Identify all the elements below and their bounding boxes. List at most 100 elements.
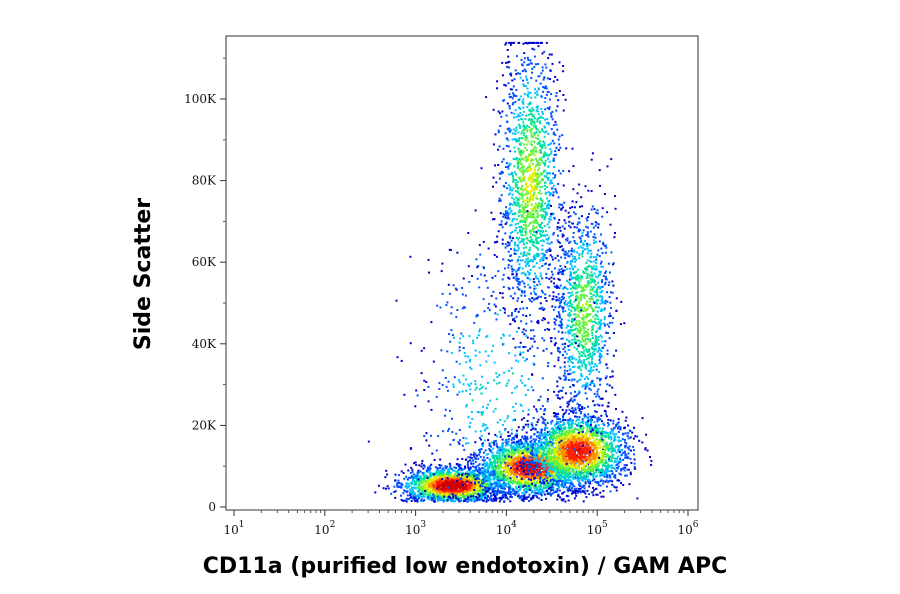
data-point [475,489,478,492]
data-point [557,454,560,457]
data-point [543,449,546,452]
data-point [581,453,584,456]
data-point [460,472,463,475]
data-point [518,458,520,461]
data-point [547,455,550,458]
data-point [600,414,603,417]
data-point [530,449,533,452]
data-point [518,482,521,485]
data-point [434,466,437,469]
data-point [501,455,504,458]
data-point [523,491,526,494]
data-point [469,471,472,473]
data-point [500,487,503,490]
data-point [414,461,417,464]
data-point [411,481,414,484]
data-point [563,439,566,442]
data-point [574,490,577,493]
data-point [472,465,474,468]
data-point [445,476,448,479]
data-point [508,473,511,476]
data-point [579,459,582,462]
data-point [463,468,466,471]
data-point [509,473,512,476]
data-point [547,487,550,490]
data-point [562,437,564,440]
data-point [443,473,446,476]
data-point [508,434,511,437]
data-point [492,477,495,480]
data-point [427,497,430,500]
data-point [423,496,426,498]
data-point [557,479,560,482]
data-point [567,477,570,480]
data-point [605,461,608,464]
data-point [487,465,490,468]
data-point [420,465,423,468]
data-point [483,468,486,471]
data-point [480,448,483,450]
data-point [448,467,451,470]
data-point [607,423,610,426]
data-point [540,478,543,480]
data-point [594,424,597,427]
data-point [498,490,501,493]
data-point [494,490,496,492]
data-point [453,490,456,492]
data-point [515,487,518,490]
data-point [409,481,412,484]
data-point [542,477,545,480]
data-point [602,423,605,426]
data-point [464,475,467,477]
data-point [416,495,419,497]
data-point [600,436,603,439]
data-point [461,493,464,495]
data-point [411,479,414,482]
data-point [567,472,570,475]
data-point [508,458,511,461]
data-point [478,472,481,475]
data-point [473,492,476,495]
data-point [615,451,618,454]
data-point [600,471,602,474]
data-point [456,463,459,466]
data-point [485,470,488,472]
data-point [623,451,626,454]
data-point [509,445,512,448]
data-point [477,469,480,472]
data-point [566,473,569,476]
data-point [604,480,607,483]
data-point [398,486,401,488]
data-point [427,492,430,495]
data-point [561,465,564,468]
data-point [535,438,538,441]
data-point [430,496,433,499]
data-point [451,499,454,502]
data-point [594,445,597,448]
data-point [562,459,564,462]
data-point [530,475,533,478]
data-point [530,473,533,476]
data-point [609,432,612,435]
data-point [503,457,506,460]
data-point [537,471,540,474]
data-point [427,479,430,482]
data-point [476,497,479,500]
data-point [492,461,494,464]
data-point [535,480,538,483]
data-point [549,444,552,447]
data-point [601,467,603,470]
data-point [512,441,515,444]
data-point [535,461,538,464]
data-point [473,486,476,489]
data-point [488,442,491,445]
data-point [435,495,438,498]
data-point [511,472,514,475]
data-point [466,464,469,467]
data-point [526,480,529,483]
data-point [504,477,507,480]
data-point [431,472,434,475]
data-point [600,450,603,453]
data-point [501,490,504,493]
data-point [443,476,446,479]
